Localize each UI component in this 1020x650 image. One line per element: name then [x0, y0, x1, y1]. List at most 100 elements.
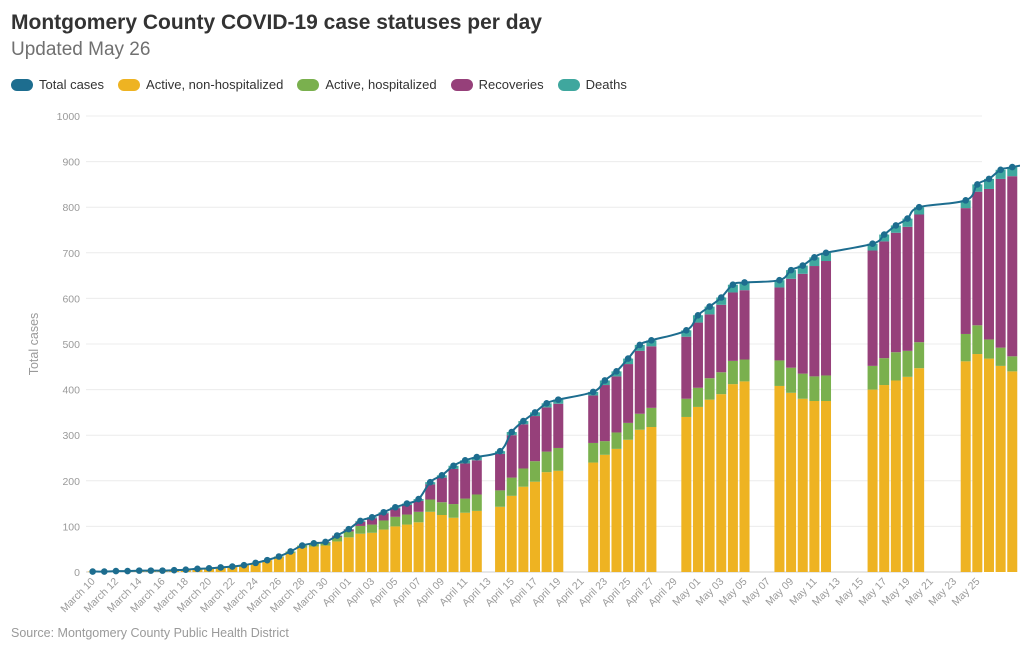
- bar-active-hospitalized[interactable]: [902, 350, 913, 377]
- bar-active-hospitalized[interactable]: [704, 378, 715, 400]
- bar-recoveries[interactable]: [413, 500, 424, 512]
- bar-active-non-hospitalized[interactable]: [716, 394, 727, 572]
- bar-deaths[interactable]: [739, 282, 750, 291]
- bar-recoveries[interactable]: [553, 403, 564, 448]
- total-cases-point[interactable]: [554, 396, 562, 403]
- bar-active-hospitalized[interactable]: [378, 520, 389, 530]
- bar-active-non-hospitalized[interactable]: [879, 385, 890, 572]
- total-cases-point[interactable]: [974, 181, 981, 188]
- bar-active-non-hospitalized[interactable]: [529, 481, 541, 572]
- bar-deaths[interactable]: [786, 270, 797, 279]
- bar-active-non-hospitalized[interactable]: [343, 537, 354, 572]
- bar-active-non-hospitalized[interactable]: [506, 495, 517, 572]
- bar-recoveries[interactable]: [821, 261, 832, 376]
- total-cases-point[interactable]: [100, 568, 108, 575]
- bar-recoveries[interactable]: [960, 208, 971, 334]
- total-cases-point[interactable]: [997, 166, 1004, 174]
- total-cases-point[interactable]: [147, 567, 155, 574]
- bar-deaths[interactable]: [821, 252, 832, 262]
- bar-active-non-hospitalized[interactable]: [297, 547, 308, 572]
- bar-active-non-hospitalized[interactable]: [692, 406, 703, 572]
- bar-active-hospitalized[interactable]: [809, 376, 820, 401]
- bar-deaths[interactable]: [797, 265, 808, 274]
- total-cases-point[interactable]: [217, 564, 225, 571]
- bar-recoveries[interactable]: [1007, 176, 1018, 357]
- bar-recoveries[interactable]: [436, 477, 447, 503]
- bar-active-non-hospitalized[interactable]: [285, 552, 296, 572]
- bar-active-non-hospitalized[interactable]: [262, 560, 273, 572]
- bar-recoveries[interactable]: [541, 407, 552, 452]
- bar-active-non-hospitalized[interactable]: [599, 454, 610, 572]
- bar-active-non-hospitalized[interactable]: [914, 368, 925, 572]
- bar-active-hospitalized[interactable]: [401, 514, 412, 525]
- total-cases-point[interactable]: [985, 175, 993, 183]
- bar-active-hospitalized[interactable]: [972, 325, 983, 355]
- bar-active-non-hospitalized[interactable]: [623, 439, 634, 572]
- bar-active-hospitalized[interactable]: [995, 347, 1006, 366]
- total-cases-point[interactable]: [904, 215, 911, 222]
- total-cases-point[interactable]: [461, 456, 469, 464]
- bar-recoveries[interactable]: [448, 468, 459, 505]
- total-cases-point[interactable]: [694, 311, 702, 319]
- bar-recoveries[interactable]: [972, 191, 983, 326]
- bar-active-hospitalized[interactable]: [343, 531, 354, 538]
- bar-active-non-hospitalized[interactable]: [809, 401, 820, 572]
- bar-deaths[interactable]: [809, 257, 820, 267]
- bar-active-hospitalized[interactable]: [332, 536, 343, 542]
- total-cases-point[interactable]: [345, 525, 353, 533]
- total-cases-point[interactable]: [450, 462, 457, 470]
- bar-active-non-hospitalized[interactable]: [704, 399, 715, 572]
- legend-item-active-hospitalized[interactable]: Active, hospitalized: [297, 77, 437, 92]
- bar-active-hospitalized[interactable]: [367, 524, 378, 533]
- bar-active-hospitalized[interactable]: [867, 365, 878, 390]
- bar-recoveries[interactable]: [704, 314, 715, 379]
- total-cases-point[interactable]: [403, 500, 411, 507]
- bar-recoveries[interactable]: [739, 290, 750, 360]
- bar-active-hospitalized[interactable]: [774, 360, 785, 386]
- total-cases-point[interactable]: [683, 327, 690, 334]
- bar-active-non-hospitalized[interactable]: [471, 510, 482, 572]
- bar-active-non-hospitalized[interactable]: [553, 470, 564, 572]
- bar-recoveries[interactable]: [983, 188, 994, 340]
- bar-active-hospitalized[interactable]: [355, 525, 366, 534]
- bar-active-non-hospitalized[interactable]: [448, 517, 459, 572]
- bar-active-non-hospitalized[interactable]: [902, 376, 913, 572]
- total-cases-point[interactable]: [112, 567, 120, 575]
- bar-active-non-hospitalized[interactable]: [739, 381, 750, 572]
- bar-active-hospitalized[interactable]: [716, 372, 727, 395]
- bar-active-hospitalized[interactable]: [797, 373, 808, 399]
- total-cases-point[interactable]: [543, 399, 550, 407]
- total-cases-point[interactable]: [380, 508, 387, 516]
- bar-active-hospitalized[interactable]: [786, 367, 797, 393]
- bar-active-hospitalized[interactable]: [413, 511, 424, 523]
- bar-recoveries[interactable]: [646, 346, 657, 408]
- legend-item-recoveries[interactable]: Recoveries: [450, 77, 544, 92]
- legend-item-total-cases[interactable]: Total cases: [11, 77, 104, 92]
- bar-active-non-hospitalized[interactable]: [646, 426, 657, 572]
- bar-deaths[interactable]: [867, 243, 878, 251]
- total-cases-point[interactable]: [531, 409, 539, 416]
- bar-active-hospitalized[interactable]: [879, 358, 890, 386]
- bar-recoveries[interactable]: [681, 336, 692, 399]
- bar-recoveries[interactable]: [727, 292, 738, 361]
- bar-recoveries[interactable]: [588, 395, 599, 443]
- bar-recoveries[interactable]: [890, 232, 901, 353]
- total-cases-point[interactable]: [508, 428, 516, 436]
- bar-recoveries[interactable]: [471, 460, 482, 495]
- bar-recoveries[interactable]: [902, 226, 913, 351]
- bar-recoveries[interactable]: [634, 350, 645, 414]
- total-cases-point[interactable]: [648, 337, 655, 344]
- bar-active-hospitalized[interactable]: [553, 447, 564, 471]
- bar-recoveries[interactable]: [611, 376, 622, 433]
- bar-active-hospitalized[interactable]: [681, 398, 692, 417]
- total-cases-point[interactable]: [368, 513, 376, 521]
- bar-active-hospitalized[interactable]: [739, 359, 750, 382]
- bar-deaths[interactable]: [890, 225, 901, 233]
- legend-item-active-non-hospitalized[interactable]: Active, non-hospitalized: [118, 77, 283, 92]
- total-cases-point[interactable]: [89, 568, 96, 575]
- bar-active-non-hospitalized[interactable]: [413, 522, 424, 572]
- bar-active-non-hospitalized[interactable]: [436, 515, 447, 572]
- bar-recoveries[interactable]: [786, 278, 797, 368]
- bar-recoveries[interactable]: [367, 518, 378, 525]
- bar-active-hospitalized[interactable]: [623, 422, 634, 440]
